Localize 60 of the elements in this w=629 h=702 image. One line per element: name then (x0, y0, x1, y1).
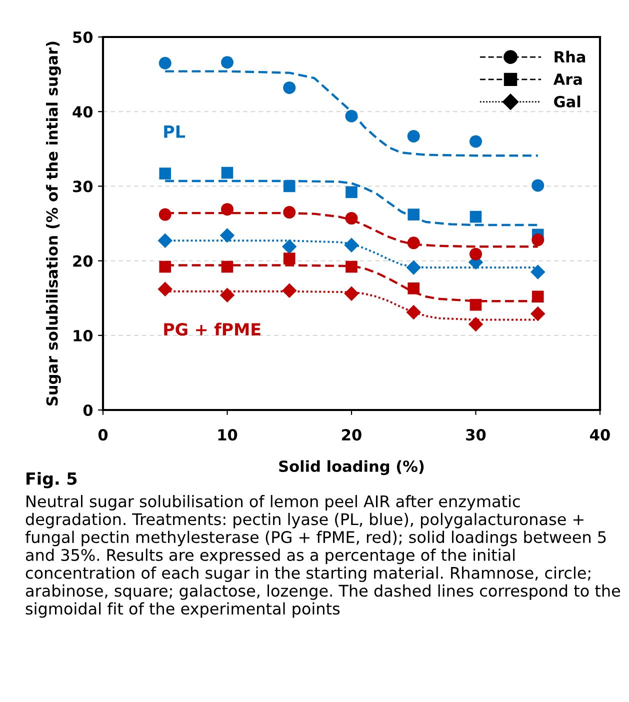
point (344, 238, 359, 252)
y-axis-title: Sugar solubilisation (% of the intial sugar) (46, 42, 61, 406)
y-tick-label: 20 (73, 255, 93, 267)
point (283, 180, 296, 192)
point (158, 282, 172, 297)
point (159, 168, 172, 180)
point (406, 260, 421, 275)
point (346, 186, 358, 198)
y-tick-label: 10 (74, 330, 93, 342)
annotation: PL (164, 126, 186, 138)
x-tick-label: 40 (590, 429, 610, 441)
text: Rha (554, 50, 586, 63)
text: Ara (553, 74, 582, 85)
point (470, 135, 482, 148)
point (532, 290, 544, 303)
x-axis-title: Solid loading (%) (279, 460, 424, 476)
y-tick-label: 30 (73, 180, 93, 192)
point (158, 233, 172, 248)
point (345, 212, 358, 225)
point (406, 304, 421, 320)
point (407, 236, 420, 250)
point (530, 264, 546, 280)
point (221, 166, 234, 179)
point (159, 260, 172, 273)
point (283, 252, 296, 264)
text: Neutral sugar solubilisation of lemon peel AIR after enzymatic degradation. Treatments: pectin lyase (PL, blue), polygalacturonase + fungal pectin methylesterase (PG + fPME, red); solid loadings between 5 and 35%. Results are expressed as a percentage of the initial concentration of each sugar in the starting material. Rhamnose, circle; arabinose, square; galactose, lozenge. The dashed lines correspond to the sigmoidal fit of the experimental points (25, 495, 620, 618)
text: Gal (554, 96, 580, 108)
point (221, 260, 234, 273)
annotation: PG + fPME (164, 322, 260, 336)
point (283, 81, 296, 94)
x-tick-label: 0 (98, 429, 108, 441)
point (220, 228, 235, 243)
y-tick-label: 50 (73, 31, 93, 44)
x-tick-label: 20 (342, 429, 362, 441)
caption: Fig. 5 (26, 472, 77, 488)
point (470, 248, 482, 260)
point (158, 208, 172, 221)
point (282, 239, 297, 254)
point (221, 56, 234, 69)
y-tick-label: 0 (83, 404, 93, 416)
point (408, 208, 420, 220)
point (532, 234, 544, 246)
point (346, 260, 358, 273)
point (532, 179, 544, 192)
point (468, 316, 484, 332)
point (345, 110, 358, 122)
point (470, 298, 482, 311)
point (282, 283, 297, 298)
point (530, 306, 546, 322)
point (283, 206, 296, 219)
point (344, 286, 359, 301)
x-tick-label: 10 (218, 429, 238, 441)
y-tick-label: 40 (72, 106, 93, 118)
point (158, 56, 172, 70)
point (407, 130, 420, 142)
point (470, 210, 482, 223)
point (408, 282, 420, 294)
point (221, 203, 234, 216)
point (220, 288, 235, 302)
x-tick-label: 30 (466, 429, 486, 441)
